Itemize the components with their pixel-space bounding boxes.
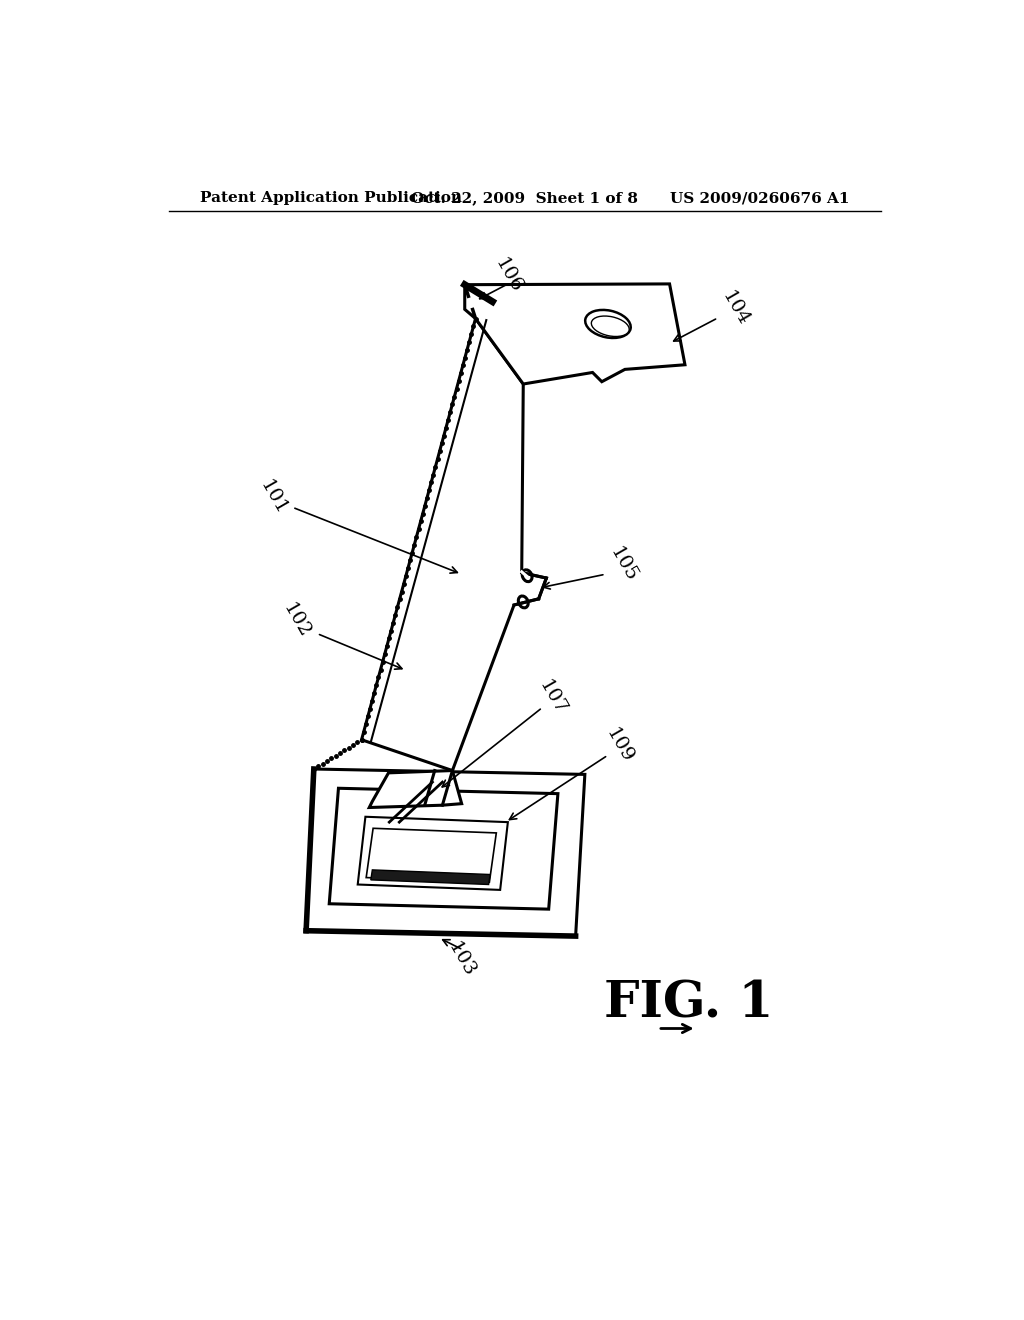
Polygon shape	[465, 284, 685, 384]
Text: 102: 102	[279, 599, 313, 642]
Ellipse shape	[591, 315, 629, 337]
Text: Oct. 22, 2009  Sheet 1 of 8: Oct. 22, 2009 Sheet 1 of 8	[412, 191, 638, 206]
Text: 103: 103	[444, 939, 479, 979]
Ellipse shape	[585, 310, 631, 338]
Polygon shape	[370, 771, 462, 808]
Text: US 2009/0260676 A1: US 2009/0260676 A1	[671, 191, 850, 206]
Text: 109: 109	[602, 725, 637, 766]
Text: 107: 107	[536, 677, 569, 718]
Polygon shape	[371, 870, 490, 884]
Polygon shape	[306, 770, 585, 936]
Text: 101: 101	[256, 477, 290, 517]
Polygon shape	[367, 829, 497, 882]
Text: 106: 106	[490, 255, 525, 296]
Text: 104: 104	[718, 288, 752, 329]
Polygon shape	[357, 817, 508, 890]
Text: 105: 105	[606, 544, 640, 586]
Polygon shape	[361, 318, 547, 771]
Polygon shape	[330, 788, 558, 909]
Text: Patent Application Publication: Patent Application Publication	[200, 191, 462, 206]
Text: FIG. 1: FIG. 1	[604, 979, 773, 1028]
